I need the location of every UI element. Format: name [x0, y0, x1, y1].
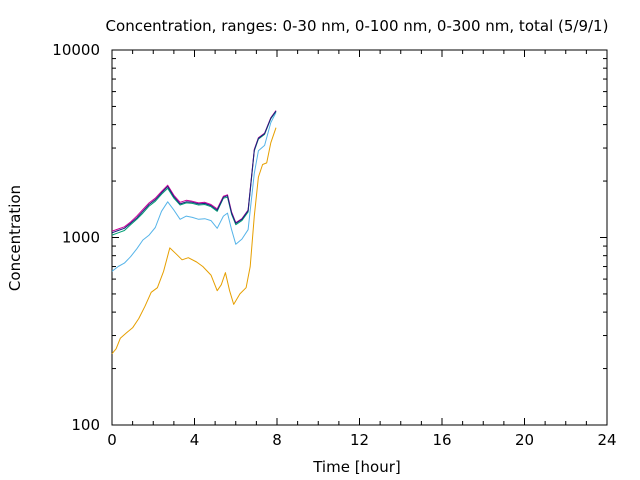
y-tick-label: 100 — [71, 416, 100, 434]
x-tick-label: 8 — [272, 431, 282, 449]
y-tick-label: 10000 — [52, 41, 100, 59]
x-axis-label: Time [hour] — [312, 458, 401, 476]
x-tick-label: 24 — [597, 431, 616, 449]
series-line-2 — [111, 112, 277, 272]
chart-title: Concentration, ranges: 0-30 nm, 0-100 nm… — [106, 17, 609, 35]
series-line-4 — [111, 110, 277, 232]
axis-tick-labels: 0 4 8 12 16 20 24 100 1000 10000 — [52, 41, 616, 449]
plot-frame — [111, 49, 608, 426]
x-tick-label: 4 — [190, 431, 200, 449]
series-line-5 — [111, 110, 277, 234]
x-tick-label: 12 — [350, 431, 369, 449]
y-axis-label: Concentration — [6, 185, 24, 291]
x-tick-label: 20 — [515, 431, 534, 449]
series-line-1 — [111, 127, 277, 355]
x-tick-label: 16 — [432, 431, 451, 449]
axis-ticks — [111, 49, 608, 426]
x-tick-label: 0 — [107, 431, 117, 449]
series-group — [111, 110, 277, 355]
y-tick-label: 1000 — [62, 229, 100, 247]
